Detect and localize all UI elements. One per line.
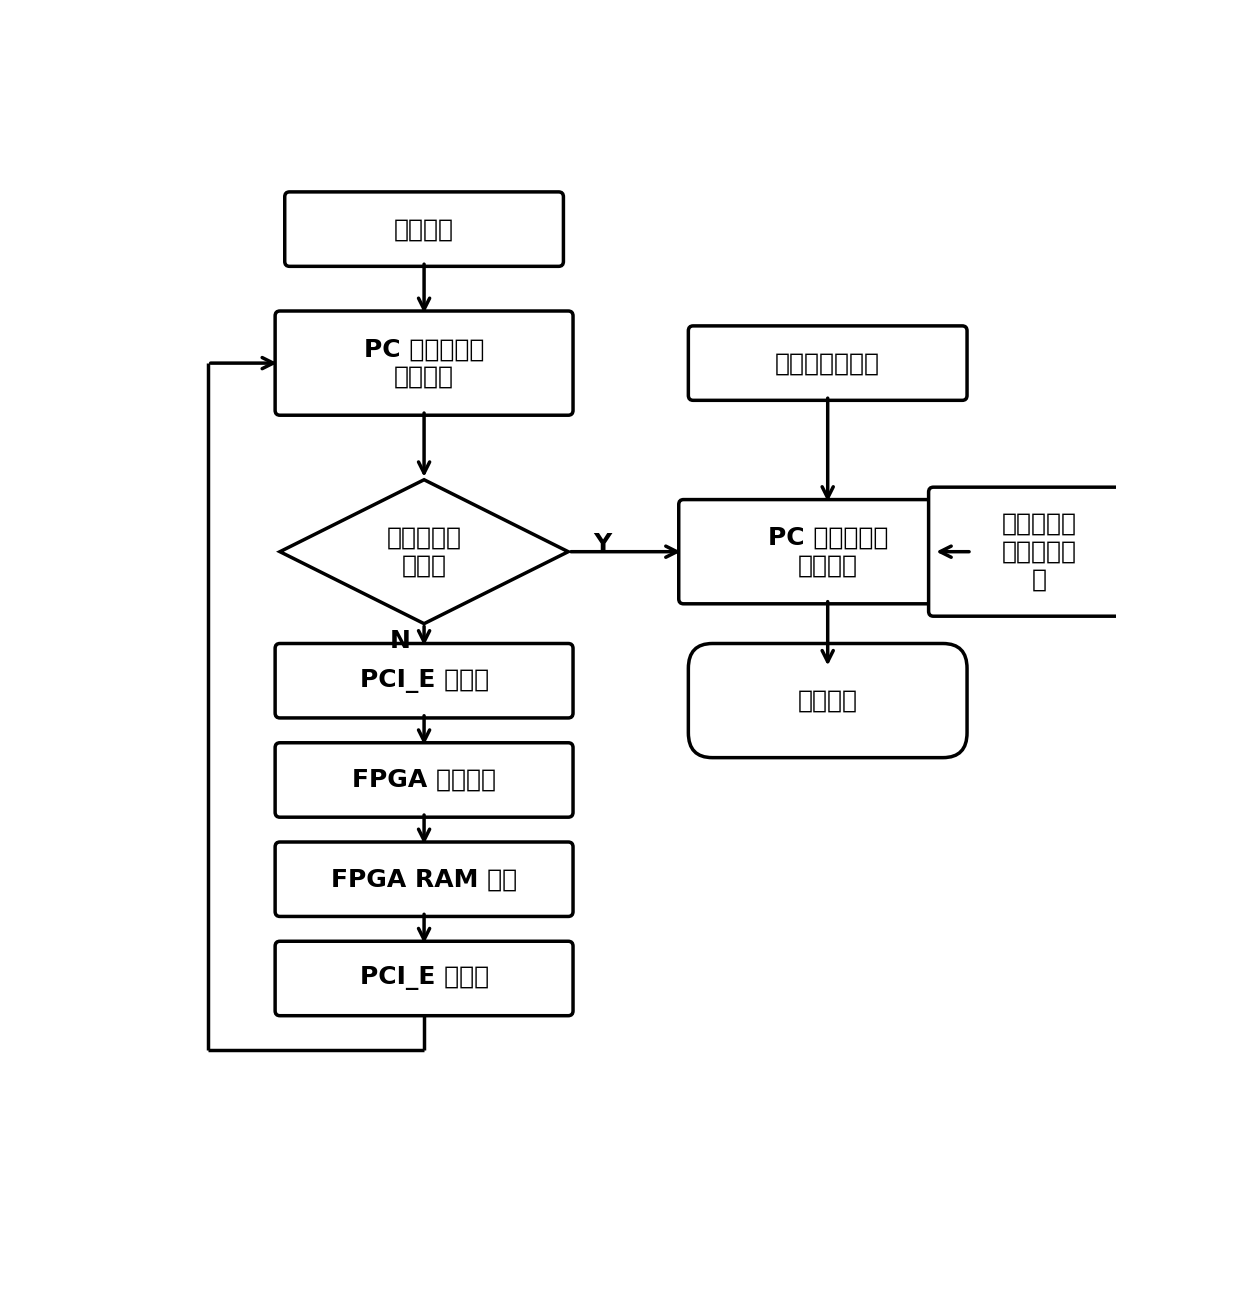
Text: PC 端应用程序
显示模块: PC 端应用程序 显示模块 (768, 526, 888, 577)
FancyBboxPatch shape (678, 500, 977, 603)
FancyBboxPatch shape (275, 742, 573, 817)
Text: Y: Y (593, 532, 611, 556)
Text: FPGA RAM 存储: FPGA RAM 存储 (331, 867, 517, 891)
FancyBboxPatch shape (275, 941, 573, 1016)
FancyBboxPatch shape (275, 842, 573, 916)
Text: PC 端应用程序
数据模块: PC 端应用程序 数据模块 (363, 338, 485, 389)
FancyBboxPatch shape (275, 311, 573, 415)
FancyBboxPatch shape (285, 192, 563, 267)
Text: N: N (389, 629, 410, 654)
FancyBboxPatch shape (929, 487, 1149, 616)
Text: PCI_E 接口卡: PCI_E 接口卡 (360, 967, 489, 990)
FancyBboxPatch shape (275, 643, 573, 718)
Text: 对图像进行操作: 对图像进行操作 (775, 351, 880, 375)
Polygon shape (280, 480, 568, 624)
Text: 软件启动: 软件启动 (394, 217, 454, 241)
Text: 退出软件: 退出软件 (797, 688, 858, 713)
Text: 是否已经取
得数据: 是否已经取 得数据 (387, 526, 461, 577)
Text: FPGA 控制程序: FPGA 控制程序 (352, 768, 496, 791)
FancyBboxPatch shape (688, 326, 967, 401)
FancyBboxPatch shape (688, 643, 967, 758)
Text: 保存数据文
件或图形文
件: 保存数据文 件或图形文 件 (1002, 512, 1076, 592)
Text: PCI_E 接口卡: PCI_E 接口卡 (360, 669, 489, 692)
